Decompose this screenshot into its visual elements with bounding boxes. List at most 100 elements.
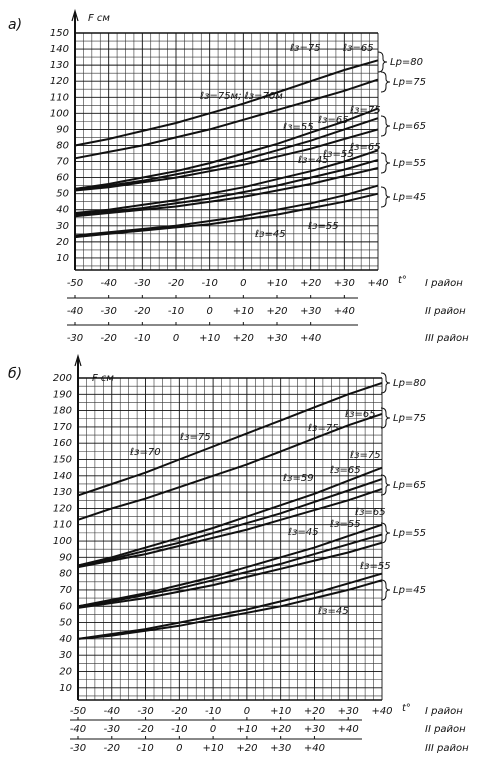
y-axis-arrow xyxy=(74,353,82,367)
y-tick-label: 80 xyxy=(59,569,72,580)
annotation: Lр=55 xyxy=(393,158,426,169)
curve xyxy=(74,158,379,216)
y-tick-label: 100 xyxy=(50,108,69,119)
x-tick-label: -10 xyxy=(168,306,184,317)
x-tick-label: -30 xyxy=(67,333,83,344)
annotation: ℓз=75 xyxy=(308,423,339,434)
y-tick-label: 180 xyxy=(53,406,72,417)
x-tick-label: -40 xyxy=(70,724,86,735)
x-tick-label: +20 xyxy=(300,278,321,289)
curve xyxy=(77,381,383,497)
annotation: ℓз=65 xyxy=(350,142,381,153)
annotation: ℓз=45 xyxy=(288,527,319,538)
y-tick-label: 160 xyxy=(53,438,72,449)
brace xyxy=(380,152,391,174)
annotation: Lр=45 xyxy=(393,585,426,596)
brace xyxy=(380,186,391,208)
curve xyxy=(74,192,379,239)
x-tick-label: +30 xyxy=(270,743,291,754)
annotation: Lр=45 xyxy=(393,192,426,203)
annotation: Lр=80 xyxy=(390,57,423,68)
x-tick-label: 0 xyxy=(173,333,179,344)
x-tick-label: -10 xyxy=(171,724,187,735)
x-tick-label: +10 xyxy=(270,706,291,717)
x-tick-label: +40 xyxy=(300,333,321,344)
annotation: ℓз=55 xyxy=(308,221,339,232)
x-tick-label: +30 xyxy=(300,306,321,317)
x-axis-name: III район xyxy=(425,333,469,344)
brace xyxy=(380,522,391,544)
annotation: Lр=80 xyxy=(393,378,426,389)
x-tick-label: -20 xyxy=(100,333,116,344)
x-tick-label: +30 xyxy=(338,706,359,717)
y-tick-label: 110 xyxy=(50,92,69,103)
x-tick-label: 0 xyxy=(210,724,216,735)
x-tick-label: -10 xyxy=(134,333,150,344)
curve xyxy=(74,59,379,147)
y-tick-label: 130 xyxy=(53,487,72,498)
x-tick-label: -20 xyxy=(171,706,187,717)
x-tick-label: 0 xyxy=(206,306,212,317)
curve xyxy=(74,107,379,190)
y-tick-label: 30 xyxy=(56,221,69,232)
annotation: Lр=65 xyxy=(393,121,426,132)
annotation: ℓз=70 xyxy=(130,447,161,458)
x-tick-label: -50 xyxy=(70,706,86,717)
y-tick-label: 130 xyxy=(50,60,69,71)
x-axis-label: t° xyxy=(398,275,407,286)
x-tick-label: +40 xyxy=(304,743,325,754)
y-tick-label: 10 xyxy=(59,683,72,694)
y-tick-label: 120 xyxy=(53,503,72,514)
curve xyxy=(77,412,383,521)
x-tick-label: +20 xyxy=(266,306,287,317)
annotation: ℓз=65 xyxy=(355,507,386,518)
x-tick-label: -40 xyxy=(104,706,120,717)
annotation: ℓз=55 xyxy=(360,561,391,572)
annotation: ℓз=65 xyxy=(330,465,361,476)
y-axis-label: F см xyxy=(88,13,110,24)
y-tick-label: 40 xyxy=(59,634,72,645)
curve xyxy=(74,167,379,218)
x-tick-label: +10 xyxy=(233,306,254,317)
brace xyxy=(380,407,391,429)
y-tick-label: 70 xyxy=(59,585,72,596)
y-tick-label: 80 xyxy=(56,140,69,151)
x-tick-label: -20 xyxy=(137,724,153,735)
x-tick-label: -20 xyxy=(168,278,184,289)
annotation: Lр=75 xyxy=(393,413,426,424)
annotation: ℓз=59 xyxy=(283,473,314,484)
y-tick-label: 60 xyxy=(59,601,72,612)
x-tick-label: +10 xyxy=(236,724,257,735)
x-tick-label: +10 xyxy=(199,333,220,344)
annotation: ℓз=75 xyxy=(350,450,381,461)
chart-label: а) xyxy=(8,17,22,33)
x-tick-label: +10 xyxy=(266,278,287,289)
y-tick-label: 60 xyxy=(56,173,69,184)
y-tick-label: 150 xyxy=(50,28,69,39)
x-tick-label: +20 xyxy=(233,333,254,344)
annotation: Lр=75 xyxy=(393,77,426,88)
brace xyxy=(380,579,391,601)
x-tick-label: -30 xyxy=(70,743,86,754)
curve xyxy=(77,579,383,640)
y-tick-label: 170 xyxy=(53,422,72,433)
x-tick-label: +20 xyxy=(304,706,325,717)
x-tick-label: +40 xyxy=(334,306,355,317)
curve xyxy=(74,128,379,192)
curve xyxy=(77,478,383,567)
y-tick-label: 100 xyxy=(53,536,72,547)
y-tick-label: 50 xyxy=(56,189,69,200)
x-axis-name: I район xyxy=(425,278,463,289)
y-tick-label: 20 xyxy=(59,666,72,677)
annotation: ℓз=45 xyxy=(298,155,329,166)
x-axis-label: t° xyxy=(402,703,411,714)
y-axis-arrow xyxy=(71,8,79,22)
x-tick-label: -40 xyxy=(67,306,83,317)
x-tick-label: -50 xyxy=(67,278,83,289)
x-tick-label: -20 xyxy=(104,743,120,754)
x-tick-label: -10 xyxy=(201,278,217,289)
brace xyxy=(380,71,391,93)
y-tick-label: 140 xyxy=(53,471,72,482)
y-tick-label: 30 xyxy=(59,650,72,661)
